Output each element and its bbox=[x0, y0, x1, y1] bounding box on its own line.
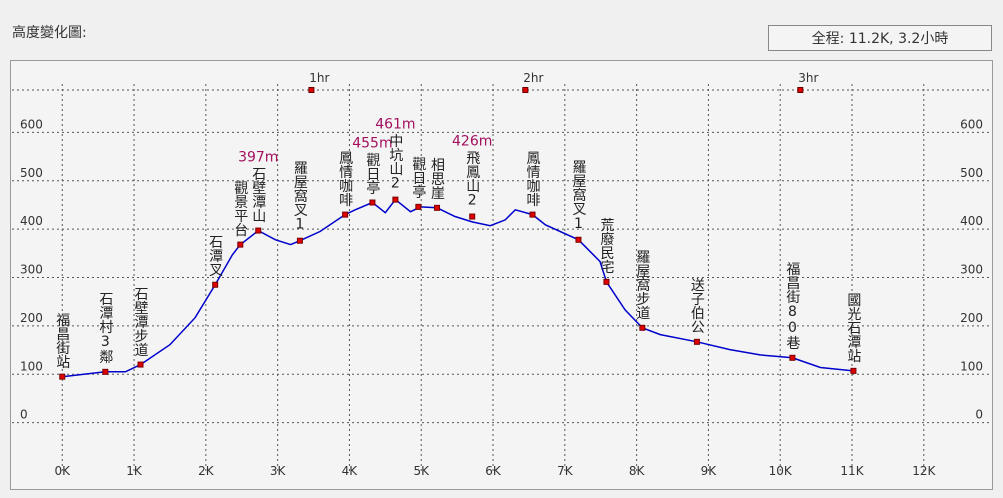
waypoint-marker bbox=[296, 237, 303, 244]
waypoint-label: 石潭村3鄰 bbox=[97, 292, 113, 364]
waypoint-label: 飛鳳山2 bbox=[464, 151, 480, 209]
x-tick-label: 0K bbox=[54, 464, 71, 478]
y-tick-label: 500 bbox=[20, 166, 43, 180]
y-tick-label: 200 bbox=[20, 311, 43, 325]
elevation-label: 426m bbox=[452, 134, 492, 150]
waypoint-label: 羅屋窩叉1 bbox=[570, 160, 586, 232]
waypoint-marker bbox=[603, 278, 610, 285]
waypoint-label: 鳳情咖啡 bbox=[525, 151, 541, 207]
y2-tick-label: 600 bbox=[960, 117, 983, 131]
waypoint-label: 石壁潭山 bbox=[250, 167, 266, 223]
time-label: 1hr bbox=[309, 71, 329, 85]
waypoint-label: 羅屋窩步道 bbox=[634, 250, 650, 321]
waypoint-label: 相思崖 bbox=[429, 158, 445, 201]
waypoint-marker bbox=[639, 324, 646, 331]
waypoint-label: 觀景平台 bbox=[232, 181, 248, 237]
elevation-label: 461m bbox=[375, 117, 415, 133]
waypoint-marker bbox=[369, 199, 376, 206]
summary-box bbox=[768, 25, 992, 51]
y2-tick-label: 500 bbox=[960, 166, 983, 180]
waypoint-label: 荒廢民宅 bbox=[598, 218, 614, 274]
waypoint-label: 福昌街站 bbox=[54, 313, 70, 369]
elevation-label: 397m bbox=[238, 150, 278, 166]
time-marker bbox=[522, 87, 529, 93]
chart-title: 高度變化圖: bbox=[12, 24, 87, 41]
y-tick-label: 0 bbox=[20, 408, 28, 422]
plot-panel bbox=[10, 60, 993, 490]
waypoint-marker bbox=[529, 211, 536, 218]
x-tick-label: 6K bbox=[485, 464, 502, 478]
elevation-label: 455m bbox=[352, 136, 392, 152]
waypoint-label: 石潭叉 bbox=[207, 235, 223, 277]
y-tick-label: 100 bbox=[20, 359, 43, 373]
waypoint-marker bbox=[469, 213, 476, 220]
time-marker bbox=[797, 87, 804, 93]
waypoint-marker bbox=[237, 241, 244, 248]
waypoint-marker bbox=[59, 373, 66, 380]
waypoint-label: 國光石潭站 bbox=[845, 293, 861, 363]
waypoint-marker bbox=[255, 227, 262, 234]
y-tick-label: 600 bbox=[20, 117, 43, 131]
y2-tick-label: 0 bbox=[975, 408, 983, 422]
waypoint-marker bbox=[342, 211, 349, 218]
x-tick-label: 7K bbox=[557, 464, 574, 478]
x-tick-label: 2K bbox=[198, 464, 215, 478]
waypoint-label: 觀日亭 bbox=[364, 153, 380, 195]
waypoint-label: 福昌街80巷 bbox=[784, 262, 800, 350]
waypoint-label: 石壁潭步道 bbox=[133, 287, 149, 358]
waypoint-marker bbox=[212, 281, 219, 288]
waypoint-marker bbox=[415, 203, 422, 210]
y2-tick-label: 200 bbox=[960, 311, 983, 325]
waypoint-marker bbox=[102, 368, 109, 375]
x-tick-label: 12K bbox=[912, 464, 936, 478]
x-tick-label: 5K bbox=[413, 464, 430, 478]
y2-tick-label: 100 bbox=[960, 359, 983, 373]
waypoint-marker bbox=[392, 196, 399, 203]
waypoint-marker bbox=[850, 367, 857, 374]
y2-tick-label: 300 bbox=[960, 263, 983, 277]
waypoint-label: 觀日亭 bbox=[410, 157, 426, 199]
x-tick-label: 3K bbox=[270, 464, 287, 478]
waypoint-marker bbox=[434, 204, 441, 211]
x-tick-label: 8K bbox=[629, 464, 646, 478]
x-tick-label: 9K bbox=[701, 464, 718, 478]
y-tick-label: 400 bbox=[20, 214, 43, 228]
x-tick-label: 10K bbox=[769, 464, 793, 478]
waypoint-label: 中坑山2 bbox=[387, 134, 403, 192]
waypoint-label: 鳳情咖啡 bbox=[337, 151, 353, 207]
waypoint-marker bbox=[137, 361, 144, 368]
time-marker bbox=[308, 87, 315, 93]
waypoint-marker bbox=[789, 354, 796, 361]
waypoint-marker bbox=[575, 236, 582, 243]
y-tick-label: 300 bbox=[20, 263, 43, 277]
waypoint-label: 羅屋窩叉1 bbox=[292, 161, 308, 233]
time-label: 2hr bbox=[523, 71, 543, 85]
x-tick-label: 1K bbox=[126, 464, 143, 478]
y2-tick-label: 400 bbox=[960, 214, 983, 228]
summary: 全程: 11.2K, 3.2小時 bbox=[812, 30, 949, 47]
x-tick-label: 11K bbox=[840, 464, 864, 478]
x-tick-label: 4K bbox=[342, 464, 359, 478]
waypoint-marker bbox=[693, 338, 700, 345]
time-label: 3hr bbox=[798, 71, 818, 85]
waypoint-label: 送子伯公 bbox=[689, 278, 705, 334]
